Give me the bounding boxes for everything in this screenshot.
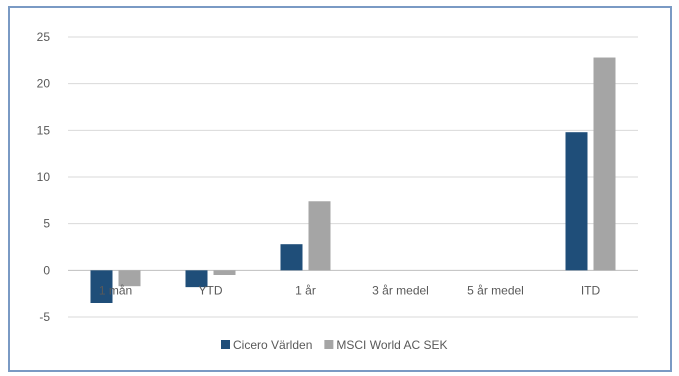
y-tick-label: 5 bbox=[43, 217, 50, 231]
x-tick-label: 1 mån bbox=[99, 283, 132, 297]
bars bbox=[90, 57, 616, 303]
legend-label: Cicero Världen bbox=[233, 338, 312, 352]
x-tick-label: YTD bbox=[199, 283, 223, 297]
bar-series1-2 bbox=[280, 244, 303, 271]
bar-series1-1 bbox=[185, 270, 208, 288]
y-tick-label: 15 bbox=[37, 123, 51, 137]
bar-series2-2 bbox=[308, 201, 331, 271]
bar-series1-0 bbox=[90, 270, 113, 303]
y-tick-label: 0 bbox=[43, 263, 50, 277]
gridlines bbox=[68, 36, 638, 318]
legend: Cicero Världen MSCI World AC SEK bbox=[221, 338, 448, 352]
x-tick-label: 1 år bbox=[295, 283, 316, 297]
y-tick-label: -5 bbox=[39, 310, 50, 324]
x-tick-label: ITD bbox=[581, 283, 601, 297]
y-tick-label: 10 bbox=[37, 170, 51, 184]
bar-series2-0 bbox=[118, 270, 141, 287]
y-tick-label: 20 bbox=[37, 77, 51, 91]
bar-series1-5 bbox=[565, 132, 588, 271]
legend-swatch bbox=[324, 340, 334, 349]
legend-swatch bbox=[221, 340, 230, 349]
y-axis-tick-labels: -5 0 5 10 15 20 25 bbox=[37, 30, 51, 324]
bar-series2-1 bbox=[213, 270, 236, 275]
y-tick-label: 25 bbox=[37, 30, 51, 44]
x-tick-label: 5 år medel bbox=[467, 283, 524, 297]
bar-series2-5 bbox=[593, 57, 616, 271]
x-axis-tick-labels: 1 mån YTD 1 år 3 år medel 5 år medel ITD bbox=[99, 283, 601, 297]
legend-label: MSCI World AC SEK bbox=[336, 338, 447, 352]
chart-frame bbox=[8, 6, 672, 372]
x-tick-label: 3 år medel bbox=[372, 283, 429, 297]
